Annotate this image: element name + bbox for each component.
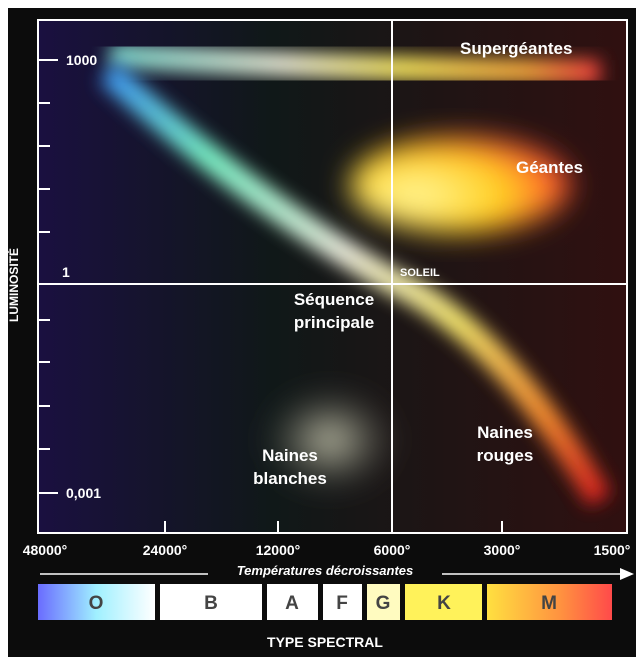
x-tick-label: 24000°: [143, 542, 188, 558]
region-label: Supergéantes: [460, 39, 572, 58]
spectral-class: G: [376, 593, 391, 614]
spectral-class: O: [89, 593, 104, 614]
region-label: Séquence: [294, 290, 374, 309]
x-axis-label: Températures décroissantes: [237, 563, 414, 578]
region-label: Naines: [477, 423, 533, 442]
region-label: blanches: [253, 469, 327, 488]
region-label: principale: [294, 313, 374, 332]
sun-label: SOLEIL: [400, 267, 440, 279]
y-tick-label: 1000: [66, 52, 97, 68]
x-tick-label: 3000°: [484, 542, 521, 558]
x-tick-label: 6000°: [374, 542, 411, 558]
x-tick-label: 48000°: [23, 542, 68, 558]
y-tick-label: 0,001: [66, 485, 101, 501]
spectral-class: K: [437, 593, 451, 614]
region-label: rouges: [477, 446, 534, 465]
spectral-class: M: [541, 593, 557, 614]
spectral-class: F: [336, 593, 348, 614]
x-tick-label: 1500°: [594, 542, 631, 558]
y-tick-label: 1: [62, 264, 70, 280]
region-label: Naines: [262, 446, 318, 465]
x-tick-label: 12000°: [256, 542, 301, 558]
hr-diagram: LUMINOSITÉ 1000 1 0,001 48000° 24000° 12…: [0, 0, 636, 657]
spectral-title: TYPE SPECTRAL: [267, 634, 383, 650]
y-axis-label: LUMINOSITÉ: [6, 248, 21, 322]
spectral-class: B: [204, 593, 218, 614]
region-label: Géantes: [516, 158, 583, 177]
spectral-class: A: [285, 593, 299, 614]
spectral-bar: [38, 584, 612, 620]
